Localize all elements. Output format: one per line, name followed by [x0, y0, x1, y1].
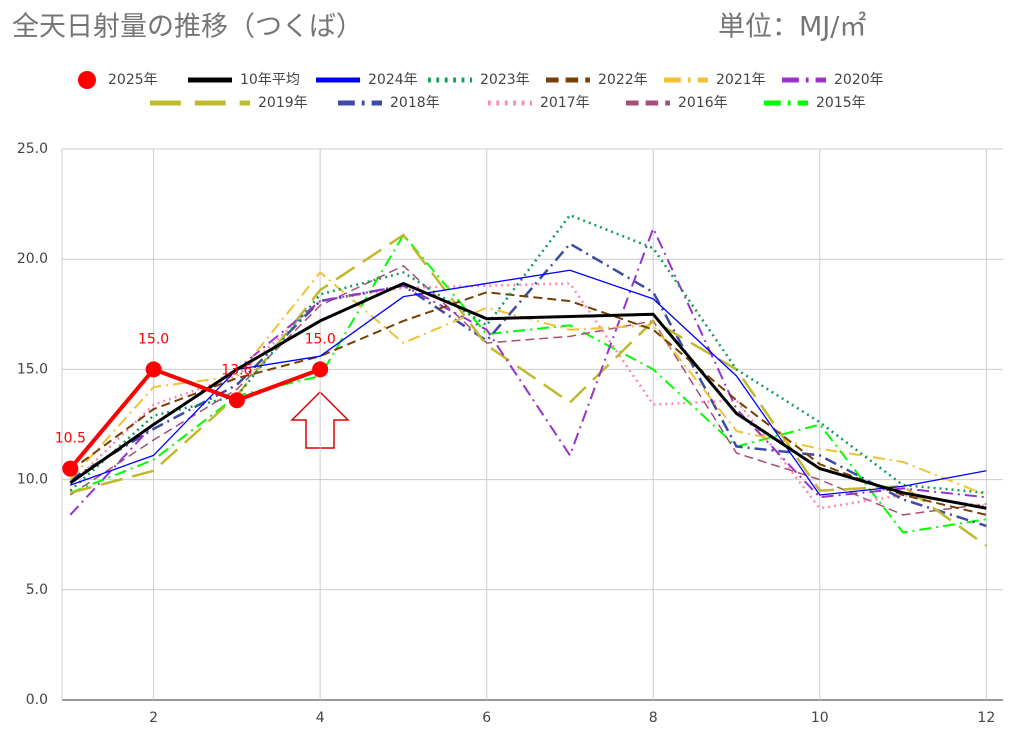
y-tick-label: 25.0 [17, 141, 48, 157]
series-line [69, 265, 987, 516]
data-point [145, 361, 162, 378]
data-point [62, 460, 79, 477]
legend-label: 2025年 [108, 72, 158, 88]
series-line [69, 291, 987, 516]
data-label: 15.0 [138, 331, 169, 347]
y-tick-label: 15.0 [17, 361, 48, 377]
legend-label: 10年平均 [240, 72, 300, 88]
x-tick-label: 6 [482, 710, 491, 726]
legend-marker [78, 71, 96, 89]
series-line [69, 281, 987, 510]
x-tick-label: 12 [977, 710, 995, 726]
x-tick-label: 2 [149, 710, 158, 726]
series-line [69, 233, 987, 534]
y-tick-label: 5.0 [26, 582, 48, 598]
legend-label: 2024年 [368, 72, 418, 88]
series-line [69, 271, 987, 496]
legend-label: 2021年 [716, 72, 766, 88]
x-tick-label: 4 [316, 710, 325, 726]
series-line [70, 269, 987, 496]
series-line [69, 242, 987, 528]
y-tick-label: 0.0 [26, 692, 48, 708]
data-label: 15.0 [305, 331, 336, 347]
data-label: 13.6 [221, 362, 252, 378]
data-point [228, 392, 245, 409]
chart-subtitle: 単位：MJ/㎡ [718, 12, 866, 43]
legend-label: 2016年 [678, 95, 728, 111]
legend-label: 2019年 [258, 95, 308, 111]
series-line [69, 213, 987, 495]
series-line [70, 233, 988, 547]
x-tick-label: 10 [811, 710, 829, 726]
y-tick-label: 10.0 [17, 472, 48, 488]
chart-title: 全天日射量の推移（つくば） [12, 12, 363, 43]
x-tick-label: 8 [649, 710, 658, 726]
legend-label: 2017年 [540, 95, 590, 111]
data-label: 10.5 [55, 431, 86, 447]
legend-label: 2022年 [598, 72, 648, 88]
legend-label: 2018年 [390, 95, 440, 111]
series-line [68, 367, 321, 470]
legend-label: 2015年 [816, 95, 866, 111]
y-tick-label: 20.0 [17, 251, 48, 267]
legend-label: 2023年 [480, 72, 530, 88]
legend-label: 2020年 [834, 72, 884, 88]
data-point [312, 361, 329, 378]
series-line [69, 227, 987, 516]
